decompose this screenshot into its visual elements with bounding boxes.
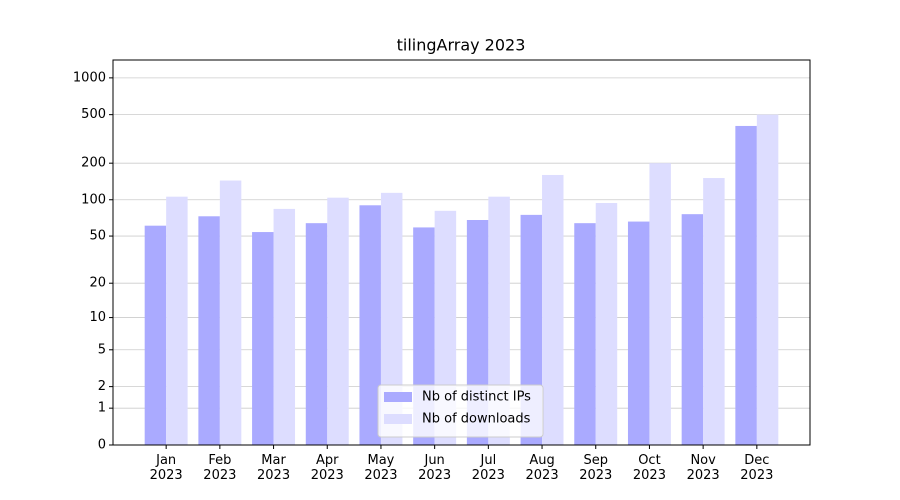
x-tick-label: Mar 2023 [257, 453, 291, 483]
x-tick-label: May 2023 [364, 453, 398, 483]
y-tick-label: 1 [98, 401, 106, 416]
legend-box [377, 384, 544, 438]
bar [595, 203, 618, 445]
x-tick-label: Sep 2023 [579, 453, 613, 483]
bar [735, 125, 757, 445]
x-tick-label: Dec 2023 [740, 453, 774, 483]
x-tick-label: Feb 2023 [203, 453, 237, 483]
x-tick-label: Aug 2023 [525, 453, 559, 483]
x-tick-label: Jan 2023 [149, 453, 183, 483]
bar [219, 180, 242, 445]
bar [627, 221, 650, 445]
bar [488, 196, 510, 445]
bar [681, 214, 704, 445]
x-tick-label: Nov 2023 [686, 453, 720, 483]
bar [756, 114, 779, 445]
y-tick-label: 0 [98, 438, 106, 453]
bar [542, 174, 564, 445]
legend: Nb of distinct IPs Nb of downloads [377, 384, 544, 438]
bar [144, 225, 167, 445]
y-tick-label: 2 [98, 379, 106, 394]
chart-title: tilingArray 2023 [397, 36, 526, 55]
legend-label: Nb of distinct IPs [422, 390, 531, 405]
legend-label: Nb of downloads [422, 412, 531, 427]
bar [327, 197, 349, 445]
bar [359, 205, 381, 445]
bar [198, 216, 220, 445]
legend-swatch [384, 392, 412, 402]
bar [273, 208, 296, 445]
legend-swatch [384, 414, 412, 424]
bar [649, 163, 671, 445]
x-tick-label: Apr 2023 [310, 453, 344, 483]
bar [166, 196, 188, 445]
axes-frame [112, 59, 811, 446]
bar [305, 223, 328, 445]
y-tick-label: 1000 [73, 70, 106, 85]
x-tick-label: Oct 2023 [632, 453, 666, 483]
y-tick-label: 500 [81, 107, 106, 122]
bar [380, 192, 403, 445]
y-tick-label: 5 [98, 342, 106, 357]
y-tick-label: 200 [81, 156, 106, 171]
bar [703, 178, 725, 445]
y-tick-label: 100 [81, 192, 106, 207]
x-tick-label: Jul 2023 [471, 453, 505, 483]
y-tick-label: 50 [89, 229, 106, 244]
x-tick-label: Jun 2023 [418, 453, 452, 483]
y-tick-label: 20 [89, 276, 106, 291]
y-tick-label: 10 [89, 310, 106, 325]
bar [574, 223, 596, 445]
bar [252, 232, 274, 445]
